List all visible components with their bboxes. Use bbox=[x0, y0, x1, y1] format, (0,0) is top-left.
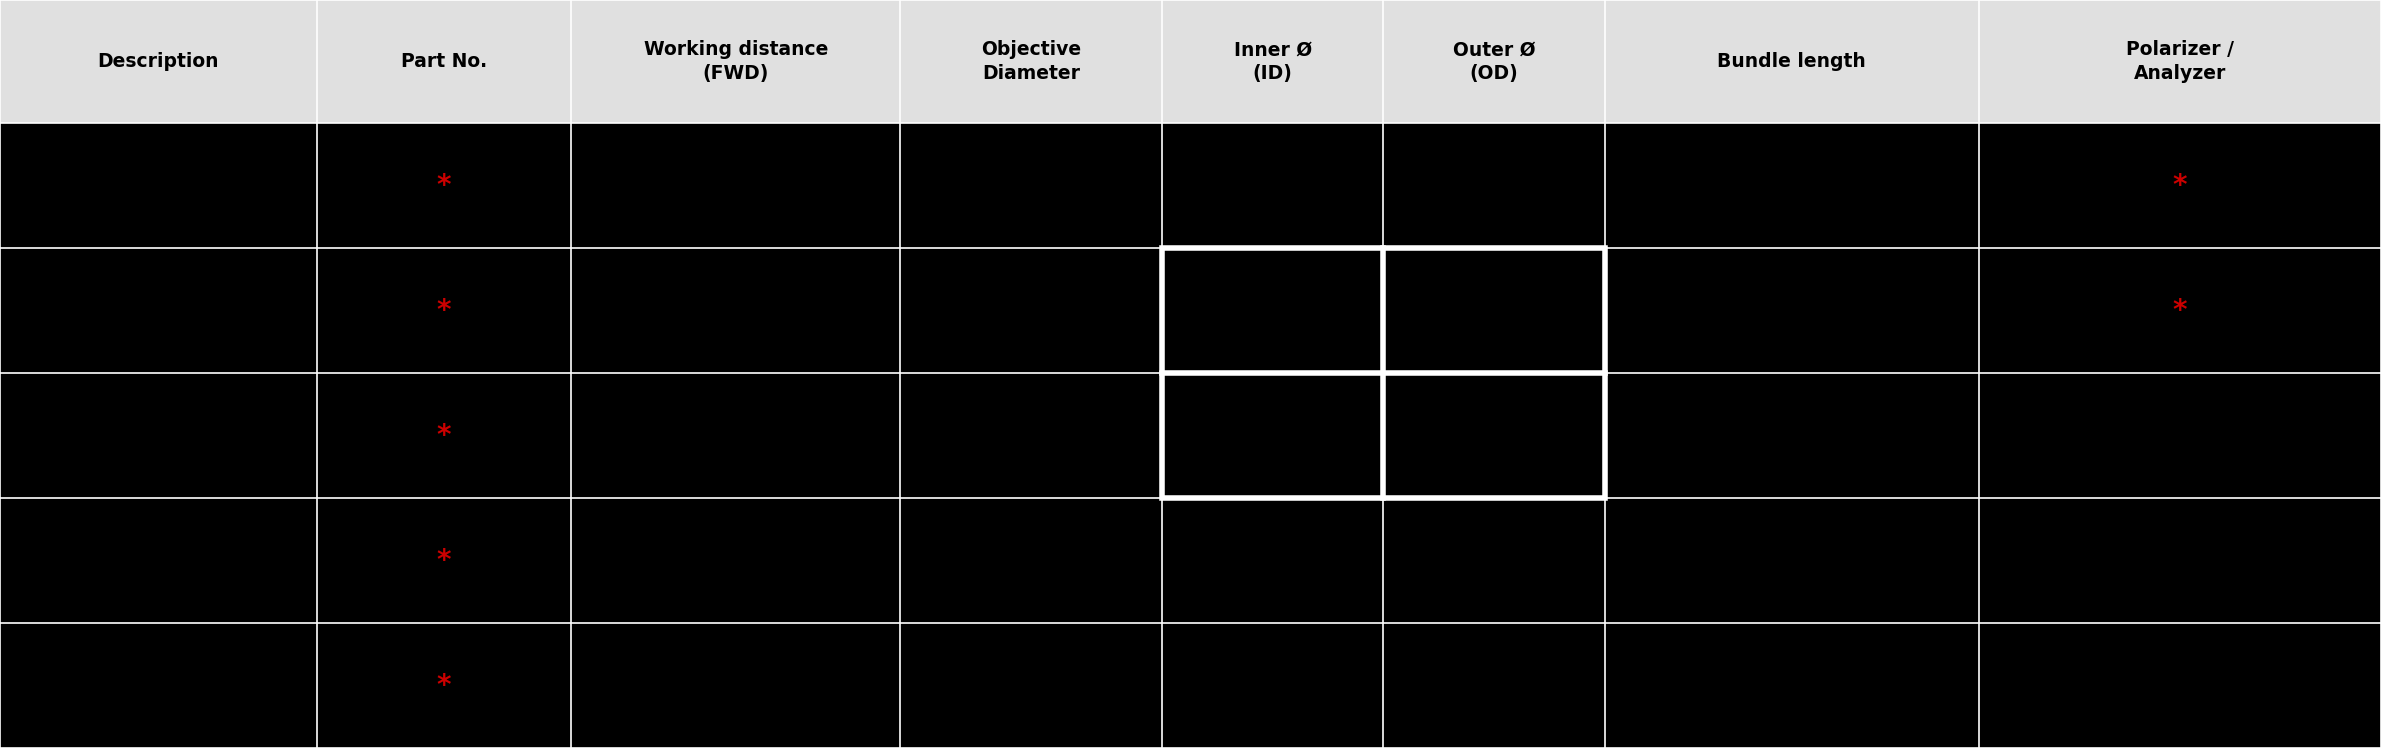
Bar bbox=[317, 248, 571, 373]
Bar bbox=[1162, 373, 1383, 498]
Bar bbox=[1162, 248, 1605, 498]
Text: Outer Ø
(OD): Outer Ø (OD) bbox=[1452, 40, 1536, 83]
Bar bbox=[1383, 623, 1605, 748]
Text: Objective
Diameter: Objective Diameter bbox=[981, 40, 1081, 83]
Text: Part No.: Part No. bbox=[400, 52, 488, 71]
Bar bbox=[571, 623, 900, 748]
Text: Working distance
(FWD): Working distance (FWD) bbox=[643, 40, 829, 83]
Bar bbox=[1162, 623, 1383, 748]
Text: Bundle length: Bundle length bbox=[1717, 52, 1867, 71]
Text: *: * bbox=[2171, 297, 2188, 325]
Text: Polarizer /
Analyzer: Polarizer / Analyzer bbox=[2126, 40, 2233, 83]
Bar bbox=[900, 623, 1162, 748]
Bar bbox=[1979, 498, 2381, 623]
Bar bbox=[317, 123, 571, 248]
Bar bbox=[1383, 123, 1605, 248]
Bar bbox=[1162, 498, 1383, 623]
Bar bbox=[571, 498, 900, 623]
Bar bbox=[0, 623, 317, 748]
Bar bbox=[317, 373, 571, 498]
Bar bbox=[1979, 623, 2381, 748]
Bar bbox=[1979, 248, 2381, 373]
Bar bbox=[900, 498, 1162, 623]
Bar bbox=[0, 0, 2381, 123]
Text: *: * bbox=[436, 297, 452, 325]
Bar bbox=[0, 248, 317, 373]
Bar bbox=[1605, 123, 1979, 248]
Bar bbox=[0, 498, 317, 623]
Bar bbox=[571, 123, 900, 248]
Bar bbox=[1605, 498, 1979, 623]
Bar bbox=[571, 373, 900, 498]
Bar bbox=[1383, 498, 1605, 623]
Bar bbox=[0, 123, 317, 248]
Bar bbox=[900, 248, 1162, 373]
Bar bbox=[1605, 373, 1979, 498]
Text: Inner Ø
(ID): Inner Ø (ID) bbox=[1233, 40, 1312, 83]
Bar bbox=[1162, 123, 1383, 248]
Bar bbox=[1383, 248, 1605, 373]
Bar bbox=[571, 248, 900, 373]
Bar bbox=[1605, 623, 1979, 748]
Bar bbox=[317, 498, 571, 623]
Bar bbox=[1383, 373, 1605, 498]
Bar bbox=[1979, 373, 2381, 498]
Bar bbox=[1162, 248, 1383, 373]
Bar bbox=[317, 623, 571, 748]
Text: *: * bbox=[436, 172, 452, 200]
Text: *: * bbox=[436, 672, 452, 699]
Bar bbox=[0, 373, 317, 498]
Bar bbox=[1605, 248, 1979, 373]
Text: *: * bbox=[436, 547, 452, 574]
Bar bbox=[900, 123, 1162, 248]
Text: *: * bbox=[2171, 172, 2188, 200]
Text: *: * bbox=[436, 422, 452, 450]
Bar bbox=[900, 373, 1162, 498]
Text: Description: Description bbox=[98, 52, 219, 71]
Bar bbox=[1979, 123, 2381, 248]
